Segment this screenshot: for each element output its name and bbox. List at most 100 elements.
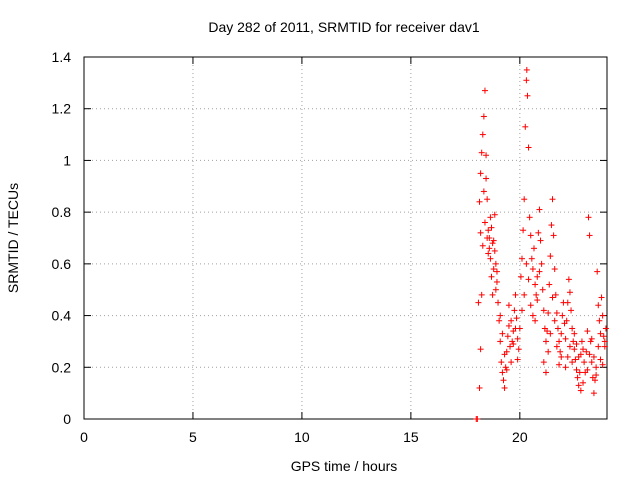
data-point: [571, 330, 578, 337]
data-point: [527, 302, 534, 309]
data-point: [574, 374, 581, 381]
data-point: [519, 307, 526, 314]
data-point: [562, 364, 569, 371]
data-point: [515, 346, 522, 353]
data-point: [584, 328, 591, 335]
data-point: [595, 343, 602, 350]
data-point: [481, 219, 488, 226]
data-point: [601, 338, 608, 345]
data-point: [546, 281, 553, 288]
data-point: [481, 87, 488, 94]
data-point: [496, 317, 503, 324]
data-point: [536, 268, 543, 275]
data-point: [580, 346, 587, 353]
data-point: [499, 330, 506, 337]
data-point: [539, 286, 546, 293]
data-point: [529, 312, 536, 319]
data-point: [505, 322, 512, 329]
data-point: [588, 359, 595, 366]
data-point: [540, 359, 547, 366]
data-point: [478, 291, 485, 298]
grid: [84, 57, 607, 419]
data-point: [477, 346, 484, 353]
y-tick-label: 0.4: [52, 308, 72, 324]
data-point: [600, 333, 607, 340]
data-point: [553, 343, 560, 350]
data-point: [503, 366, 510, 373]
data-point: [527, 232, 534, 239]
data-point: [540, 307, 547, 314]
data-point: [598, 294, 605, 301]
data-point: [596, 317, 603, 324]
data-point: [491, 211, 498, 218]
data-point: [590, 390, 597, 397]
data-point: [521, 196, 528, 203]
data-point: [592, 377, 599, 384]
data-point: [588, 335, 595, 342]
data-point: [586, 232, 593, 239]
data-point: [497, 312, 504, 319]
y-tick-label: 0.6: [52, 256, 72, 272]
y-tick-label: 0.2: [52, 359, 72, 375]
data-point: [552, 291, 559, 298]
data-point: [547, 330, 554, 337]
data-point: [564, 299, 571, 306]
data-point: [538, 260, 545, 267]
data-point: [532, 317, 539, 324]
data-point: [479, 131, 486, 138]
data-point: [544, 328, 551, 335]
data-point: [483, 152, 490, 159]
data-point: [491, 247, 498, 254]
data-point: [489, 291, 496, 298]
data-point: [580, 379, 587, 386]
data-point: [595, 302, 602, 309]
data-point: [521, 291, 528, 298]
data-point: [523, 260, 530, 267]
data-point: [572, 356, 579, 363]
data-point: [550, 232, 557, 239]
y-axis-label: SRMTID / TECUs: [5, 183, 21, 293]
data-point: [497, 338, 504, 345]
data-point: [480, 188, 487, 195]
data-point: [533, 291, 540, 298]
data-point: [488, 224, 495, 231]
data-point: [487, 255, 494, 262]
data-point: [479, 242, 486, 249]
data-point: [483, 175, 490, 182]
data-point: [535, 229, 542, 236]
data-point: [587, 338, 594, 345]
data-point: [523, 77, 530, 84]
data-point: [505, 302, 512, 309]
data-point: [554, 325, 561, 332]
data-point: [566, 289, 573, 296]
data-point: [556, 361, 563, 368]
data-point: [524, 92, 531, 99]
data-point: [530, 245, 537, 252]
data-point: [551, 266, 558, 273]
data-point: [537, 237, 544, 244]
data-point: [478, 149, 485, 156]
axis-ticks: 0 0.2 0.4 0.6 0.8 1 1.2 1.4 0 5 10 15 20: [52, 49, 607, 445]
data-point: [553, 309, 560, 316]
data-point: [557, 348, 564, 355]
data-point: [597, 356, 604, 363]
data-point: [480, 113, 487, 120]
data-point: [534, 297, 541, 304]
data-point: [564, 353, 571, 360]
data-point: [475, 299, 482, 306]
data-point: [489, 240, 496, 247]
data-point: [532, 281, 539, 288]
y-tick-label: 0: [63, 411, 71, 427]
y-tick-label: 0.8: [52, 204, 72, 220]
data-point: [523, 66, 530, 73]
data-point: [477, 170, 484, 177]
data-point: [485, 227, 492, 234]
data-point: [514, 335, 521, 342]
y-tick-label: 1.4: [52, 49, 72, 65]
data-point: [528, 255, 535, 262]
data-points: [473, 66, 609, 422]
data-point: [565, 276, 572, 283]
x-tick-label: 15: [403, 429, 419, 445]
data-point: [568, 307, 575, 314]
